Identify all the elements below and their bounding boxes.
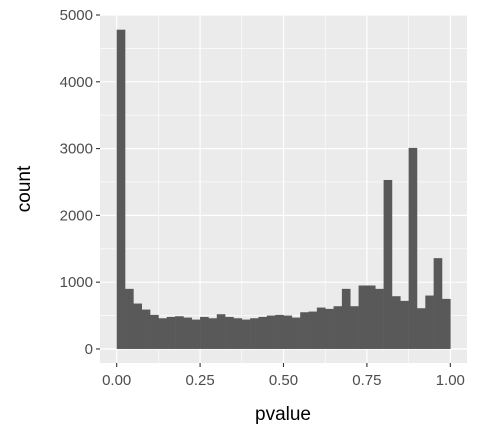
histogram-bar (325, 308, 334, 349)
histogram-bar (283, 315, 293, 349)
histogram-bar (141, 309, 151, 349)
histogram-bar (191, 319, 201, 349)
histogram-bar (350, 306, 359, 349)
histogram-bar (291, 317, 301, 349)
histogram-bar (200, 316, 209, 349)
y-tick-label: 4000 (60, 74, 93, 91)
x-axis-title: pvalue (255, 404, 311, 425)
histogram-bar (391, 296, 401, 349)
histogram-bar (125, 288, 134, 349)
histogram-bar (275, 314, 284, 349)
histogram-bar (425, 295, 434, 349)
histogram-bar (175, 316, 184, 349)
y-tick-label: 2000 (60, 207, 93, 224)
histogram-bar (366, 285, 376, 349)
x-tick-label: 0.25 (185, 372, 214, 389)
histogram-bar (316, 307, 326, 349)
histogram-bar (233, 318, 243, 349)
y-tick-label: 0 (85, 341, 93, 358)
x-axis: 0.00 0.25 0.50 0.75 1.00 (102, 363, 465, 389)
histogram-bar (183, 317, 193, 349)
histogram-bar (250, 318, 259, 349)
histogram-bar (116, 29, 126, 349)
histogram-bars (116, 29, 451, 349)
histogram-bar (266, 315, 276, 349)
y-tick-label: 5000 (60, 7, 93, 24)
histogram-bar (400, 300, 409, 349)
x-tick-label: 0.75 (352, 372, 381, 389)
y-tick-label: 3000 (60, 141, 93, 158)
x-tick-label: 0.00 (102, 372, 131, 389)
x-tick-label: 1.00 (436, 372, 465, 389)
histogram-bar (208, 318, 218, 349)
histogram-bar (383, 179, 393, 349)
histogram-bar (341, 288, 351, 349)
x-tick-label: 0.50 (269, 372, 298, 389)
histogram-bar (333, 306, 343, 349)
histogram-bar (150, 314, 159, 349)
histogram-bar (308, 311, 318, 349)
histogram-bar (300, 312, 309, 349)
histogram-bar (225, 316, 234, 349)
histogram-bar (433, 258, 443, 349)
histogram-bar (358, 285, 368, 349)
y-axis: 0 1000 2000 3000 4000 5000 (60, 7, 100, 358)
histogram-bar (166, 316, 176, 349)
histogram-bar (408, 147, 418, 349)
histogram-bar (133, 303, 143, 349)
histogram-bar (441, 298, 451, 349)
histogram-bar (416, 308, 426, 349)
histogram-bar (216, 314, 226, 349)
histogram-bar (258, 316, 268, 349)
histogram-bar (375, 288, 384, 349)
y-tick-label: 1000 (60, 274, 93, 291)
y-axis-title: count (14, 165, 35, 212)
histogram-bar (158, 318, 168, 349)
histogram-bar (241, 319, 251, 349)
